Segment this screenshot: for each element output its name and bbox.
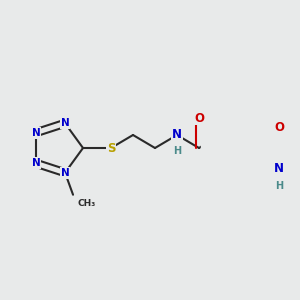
Text: H: H <box>275 181 283 191</box>
Text: N: N <box>274 162 284 175</box>
Text: N: N <box>61 168 69 178</box>
Text: O: O <box>274 121 284 134</box>
Text: CH₃: CH₃ <box>77 199 95 208</box>
Text: O: O <box>194 112 204 124</box>
Bar <box>201 76 300 196</box>
Text: S: S <box>107 142 115 154</box>
Text: H: H <box>173 146 181 156</box>
Text: N: N <box>172 128 182 142</box>
Bar <box>236 105 299 191</box>
Text: N: N <box>32 128 40 138</box>
Text: N: N <box>32 158 40 168</box>
Text: N: N <box>61 118 69 128</box>
